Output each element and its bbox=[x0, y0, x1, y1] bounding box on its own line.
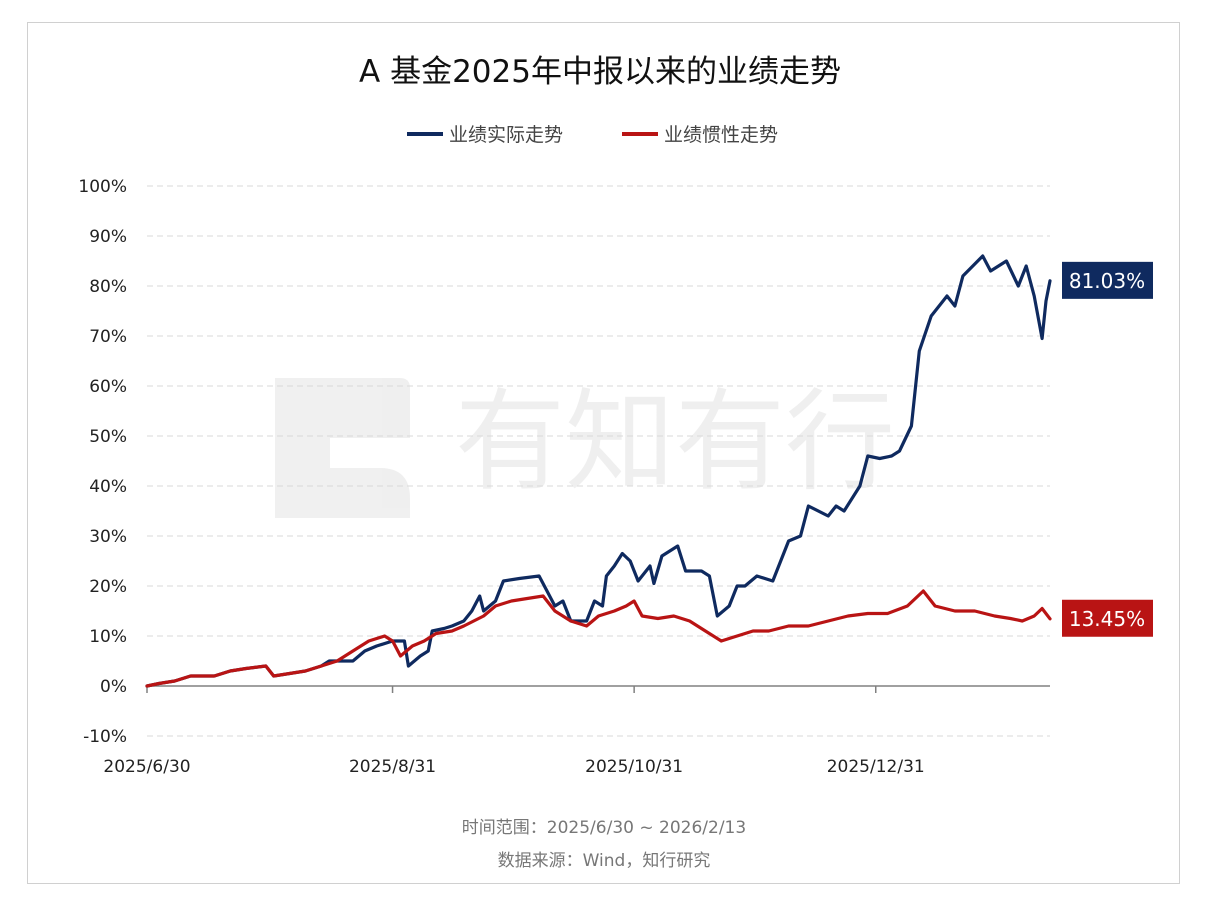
y-tick-label: 0% bbox=[100, 677, 127, 697]
y-tick-label: 40% bbox=[89, 477, 127, 497]
legend-label-inertia: 业绩惯性走势 bbox=[664, 124, 778, 146]
end-label-box bbox=[1062, 599, 1153, 637]
footer-source: 数据来源：Wind，知行研究 bbox=[498, 851, 711, 871]
chart-frame bbox=[27, 22, 1180, 884]
series-layer bbox=[145, 254, 1052, 688]
end-labels: 81.03% 13.45% bbox=[1062, 261, 1153, 637]
y-axis-ticks: 100% 90% 80% 70% 60% 50% 40% 30% 20% 10% 0% -10% bbox=[78, 177, 127, 747]
y-tick-label: 30% bbox=[89, 527, 127, 547]
legend-label-actual: 业绩实际走势 bbox=[449, 124, 563, 146]
gridlines bbox=[147, 185, 1050, 737]
y-tick-label: 90% bbox=[89, 227, 127, 247]
y-tick-label: 80% bbox=[89, 277, 127, 297]
series-line-actual bbox=[145, 254, 1052, 688]
y-tick-label: 100% bbox=[78, 177, 127, 197]
watermark-logo: 有知有行 bbox=[275, 378, 895, 518]
x-tick-label: 2025/8/31 bbox=[349, 757, 436, 777]
y-tick-label: -10% bbox=[83, 727, 127, 747]
end-label-value: 13.45% bbox=[1069, 607, 1145, 631]
x-tick-label: 2025/10/31 bbox=[585, 757, 683, 777]
y-tick-label: 70% bbox=[89, 327, 127, 347]
end-label-value: 81.03% bbox=[1069, 269, 1145, 293]
x-tick-label: 2025/6/30 bbox=[103, 757, 190, 777]
series-line-inertia bbox=[145, 589, 1052, 688]
end-label-box bbox=[1062, 261, 1153, 299]
x-tick-label: 2025/12/31 bbox=[827, 757, 925, 777]
footer-time-range: 时间范围：2025/6/30 ~ 2026/2/13 bbox=[462, 818, 746, 838]
chart-title: A 基金2025年中报以来的业绩走势 bbox=[359, 54, 841, 90]
y-tick-label: 20% bbox=[89, 577, 127, 597]
x-axis: 2025/6/30 2025/8/31 2025/10/31 2025/12/31 bbox=[103, 685, 1050, 777]
legend: 业绩实际走势 业绩惯性走势 bbox=[407, 124, 778, 146]
svg-text:有知有行: 有知有行 bbox=[455, 378, 895, 506]
y-tick-label: 60% bbox=[89, 377, 127, 397]
y-tick-label: 50% bbox=[89, 427, 127, 447]
y-tick-label: 10% bbox=[89, 627, 127, 647]
